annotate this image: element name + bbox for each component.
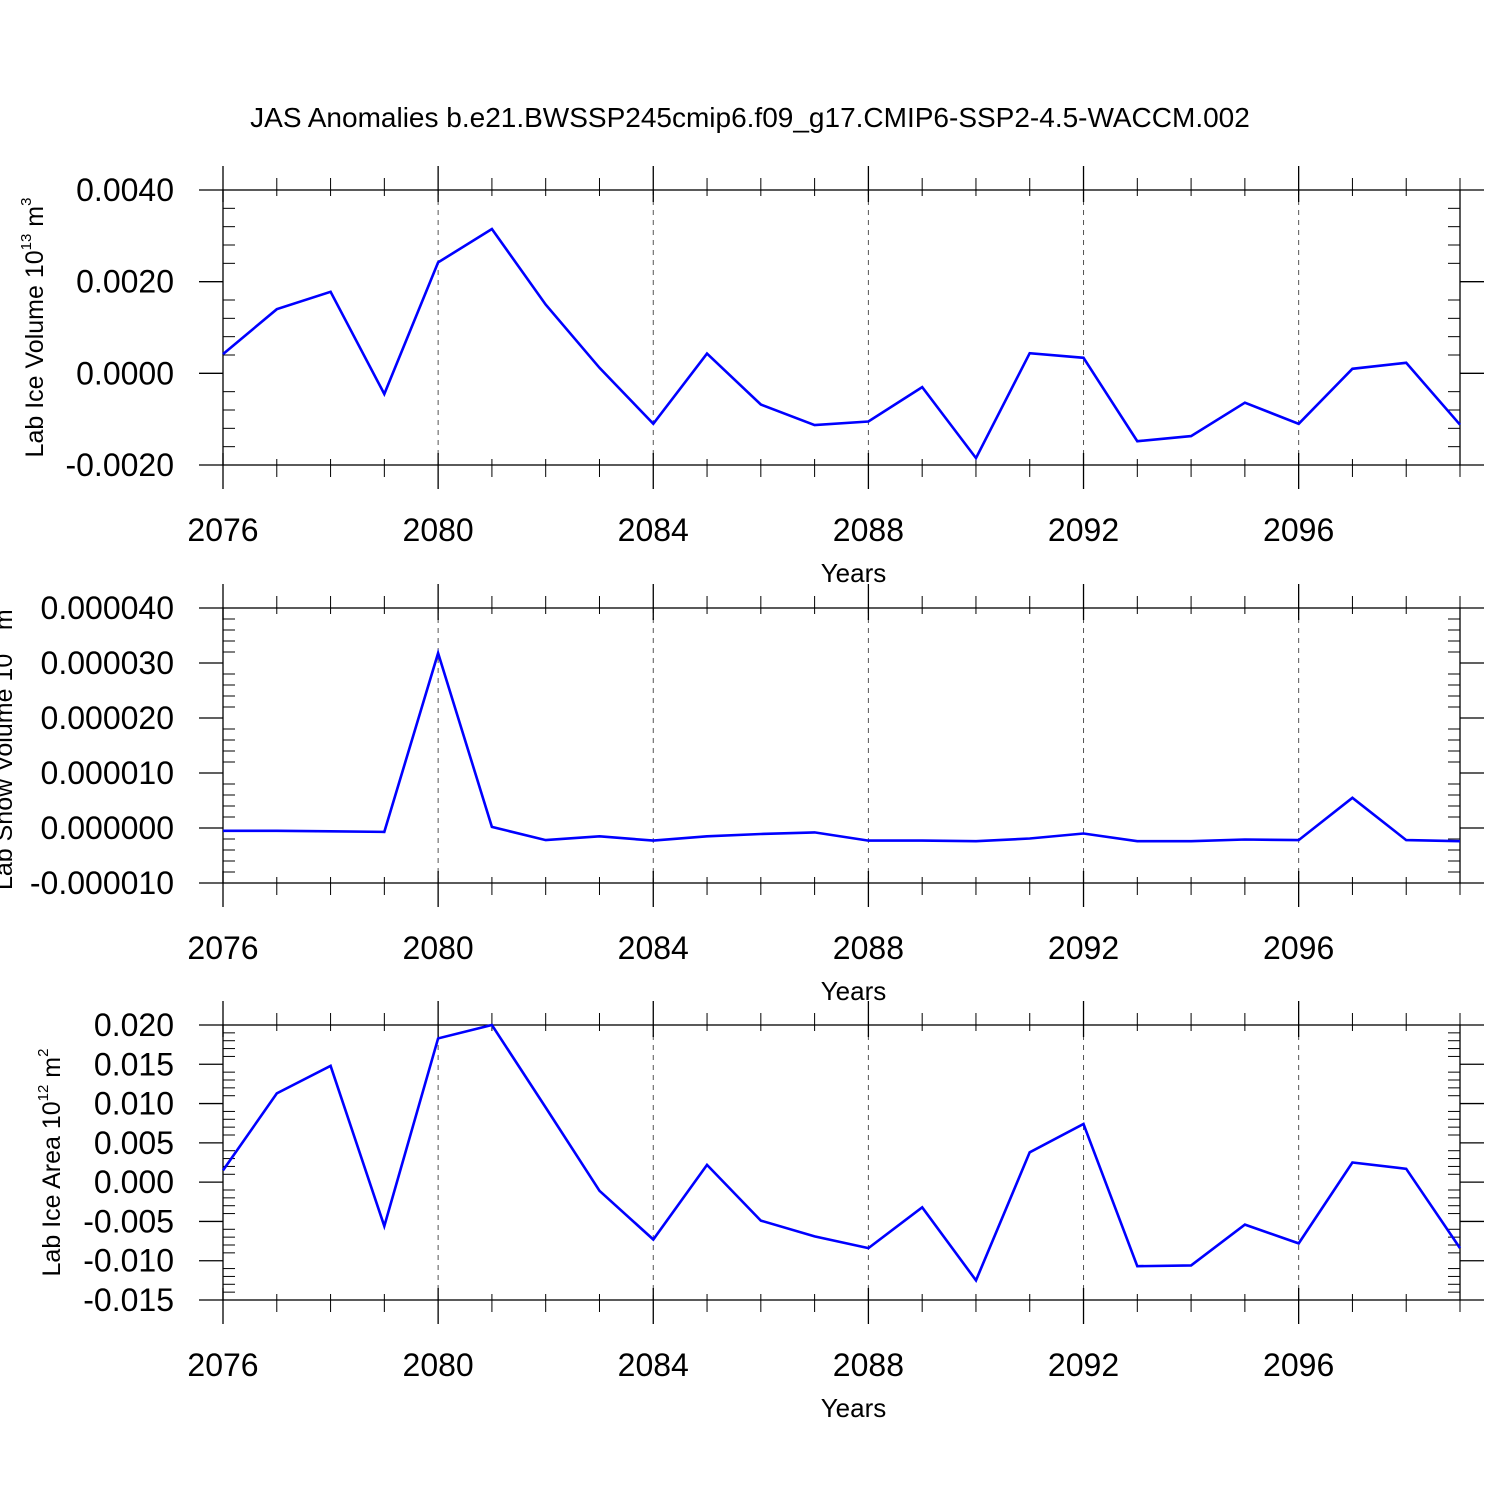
x-tick-label: 2076 bbox=[187, 1347, 258, 1383]
y-axis-label-part: m bbox=[21, 206, 49, 234]
x-tick-label: 2076 bbox=[187, 512, 258, 548]
y-axis-label-superscript: 3 bbox=[18, 198, 35, 206]
y-axis-label-part: m bbox=[0, 609, 18, 637]
x-tick-label: 2084 bbox=[618, 1347, 689, 1383]
x-tick-label: 2088 bbox=[833, 1347, 904, 1383]
y-axis-label: Lab Ice Area 1012 m2 bbox=[35, 1049, 66, 1277]
series-line-lab-ice-area bbox=[221, 1023, 1462, 1284]
panel-1: -0.0020 0.0000 0.0020 0.0040 2076 2080 2084 208… bbox=[18, 166, 1484, 588]
y-axis-label-part: m bbox=[38, 1057, 66, 1085]
y-tick-label: 0.0020 bbox=[76, 264, 174, 300]
x-axis-label: Years bbox=[821, 976, 887, 1006]
y-axis-label-part: Lab Ice Volume 10 bbox=[21, 250, 49, 457]
x-tick-label: 2092 bbox=[1048, 512, 1119, 548]
x-tick-label: 2076 bbox=[187, 930, 258, 966]
x-tick-label: 2084 bbox=[618, 930, 689, 966]
series-line-lab-snow-volume bbox=[223, 648, 1461, 843]
y-tick-label: 0.005 bbox=[94, 1125, 174, 1161]
y-tick-label: -0.005 bbox=[83, 1203, 174, 1239]
panel-2: -0.000010 0.000000 0.000010 0.000020 0.00003… bbox=[0, 584, 1484, 1006]
plot-frame bbox=[222, 1024, 1461, 1301]
y-axis-label-part: Lab Snow Volume 10 bbox=[0, 654, 18, 890]
x-tick-label: 2096 bbox=[1263, 930, 1334, 966]
x-tick-label: 2096 bbox=[1263, 1347, 1334, 1383]
y-axis-label: Lab Ice Volume 1013 m3 bbox=[18, 198, 49, 458]
x-axis-label: Years bbox=[821, 558, 887, 588]
y-axis-label-superscript: 2 bbox=[35, 1049, 52, 1057]
y-tick-label: 0.000010 bbox=[41, 755, 174, 791]
y-tick-label: 0.0000 bbox=[76, 355, 174, 391]
y-tick-label: -0.010 bbox=[83, 1243, 174, 1279]
x-tick-label: 2084 bbox=[618, 512, 689, 548]
y-axis-label-superscript: 13 bbox=[0, 637, 4, 654]
x-tick-label: 2088 bbox=[833, 930, 904, 966]
y-tick-label: -0.000010 bbox=[30, 865, 174, 901]
x-tick-label: 2088 bbox=[833, 512, 904, 548]
y-tick-label: 0.015 bbox=[94, 1046, 174, 1082]
y-tick-label: 0.0040 bbox=[76, 172, 174, 208]
y-tick-label: 0.000000 bbox=[41, 810, 174, 846]
y-tick-label: 0.000020 bbox=[41, 700, 174, 736]
y-axis-label-superscript: 12 bbox=[35, 1085, 52, 1102]
y-tick-label: -0.0020 bbox=[65, 447, 174, 483]
x-tick-label: 2080 bbox=[403, 930, 474, 966]
plot-frame bbox=[222, 189, 1461, 466]
y-tick-label: 0.000040 bbox=[41, 590, 174, 626]
y-tick-label: 0.020 bbox=[94, 1007, 174, 1043]
x-tick-label: 2092 bbox=[1048, 1347, 1119, 1383]
x-tick-label: 2080 bbox=[403, 1347, 474, 1383]
series-line-lab-ice-volume bbox=[222, 227, 1461, 461]
plot-frame bbox=[222, 607, 1461, 884]
y-axis-label-superscript: 13 bbox=[18, 234, 35, 251]
y-tick-label: 0.000030 bbox=[41, 645, 174, 681]
y-tick-label: -0.015 bbox=[83, 1282, 174, 1318]
y-axis-label: Lab Snow Volume 1013 m3 bbox=[0, 601, 18, 890]
x-tick-label: 2096 bbox=[1263, 512, 1334, 548]
y-axis-label-superscript: 3 bbox=[0, 601, 4, 609]
x-tick-label: 2092 bbox=[1048, 930, 1119, 966]
x-tick-label: 2080 bbox=[403, 512, 474, 548]
x-axis-label: Years bbox=[821, 1393, 887, 1423]
y-axis-label-part: Lab Ice Area 10 bbox=[38, 1101, 66, 1276]
y-tick-label: 0.010 bbox=[94, 1086, 174, 1122]
chart-title: JAS Anomalies b.e21.BWSSP245cmip6.f09_g1… bbox=[250, 102, 1250, 133]
y-tick-label: 0.000 bbox=[94, 1164, 174, 1200]
